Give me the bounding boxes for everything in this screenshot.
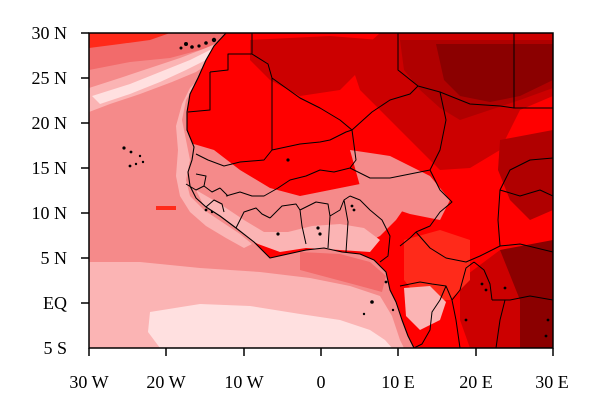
land-zone-pink-sahel bbox=[350, 150, 450, 220]
x-tick-label: 30 W bbox=[69, 372, 108, 392]
islands bbox=[122, 37, 550, 338]
y-tick-label: 20 N bbox=[32, 113, 68, 133]
x-tick-label: 10 E bbox=[381, 372, 415, 392]
x-tick-label: 10 W bbox=[224, 372, 263, 392]
y-axis bbox=[81, 32, 89, 304]
map-plot-area bbox=[89, 33, 553, 348]
x-tick-label: 30 E bbox=[535, 372, 569, 392]
y-tick-label: 5 S bbox=[43, 338, 67, 358]
land-zone-darkest-east bbox=[436, 44, 553, 102]
x-tick-label: 20 E bbox=[459, 372, 493, 392]
land-zone-dark-southeast bbox=[460, 250, 520, 348]
y-tick-label: 30 N bbox=[32, 23, 68, 43]
ocean-band-lightest-south bbox=[148, 304, 392, 348]
y-tick-label: 25 N bbox=[32, 68, 68, 88]
x-axis bbox=[88, 348, 554, 356]
x-tick-label: 0 bbox=[317, 372, 326, 392]
y-tick-label: 15 N bbox=[32, 158, 68, 178]
ocean-band-light-coastal bbox=[176, 80, 252, 248]
ocean-band-red-northwest bbox=[89, 33, 170, 48]
x-tick-label: 20 W bbox=[146, 372, 185, 392]
land-zone-lightpink-gabon bbox=[404, 286, 446, 330]
land-zone-dark-sahara bbox=[250, 36, 380, 96]
ocean-band-lightest-north bbox=[92, 44, 224, 104]
land-zone-darkest-sudan bbox=[498, 130, 553, 220]
y-tick-label: 5 N bbox=[41, 248, 68, 268]
ocean-band-mid-gulf bbox=[300, 252, 386, 292]
land-zone-lightpink-coast bbox=[196, 190, 380, 252]
ocean-red-streak bbox=[156, 206, 176, 210]
y-tick-label: 10 N bbox=[32, 203, 68, 223]
y-tick-label: EQ bbox=[43, 293, 67, 313]
border-lines bbox=[185, 33, 553, 348]
